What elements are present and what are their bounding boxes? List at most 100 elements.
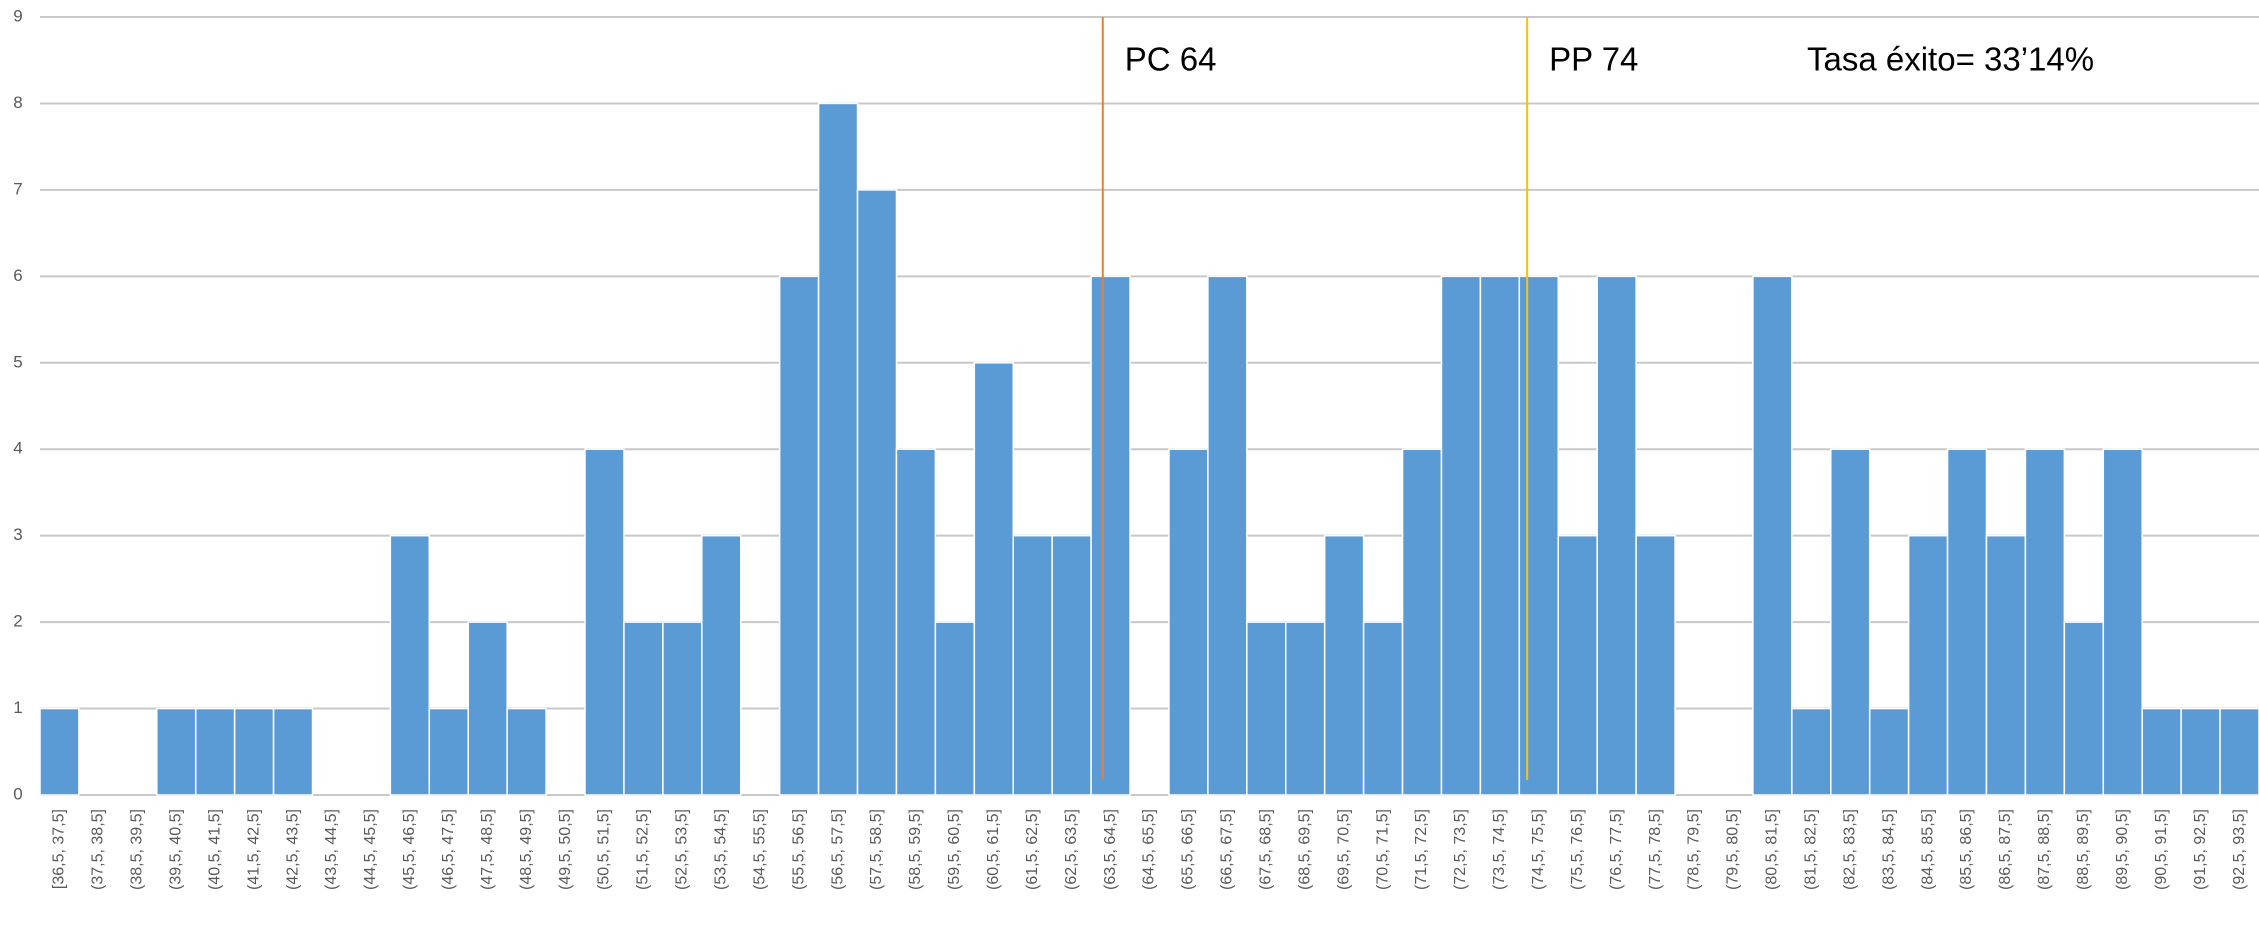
- bar: [584, 448, 625, 796]
- y-tick-label: 2: [13, 612, 22, 631]
- x-tick-label: (91,5, 92,5]: [2192, 809, 2209, 890]
- bar: [1635, 534, 1676, 796]
- bar: [428, 707, 469, 796]
- x-tick-label: (53,5, 54,5]: [712, 809, 729, 890]
- x-tick-label: (66,5, 67,5]: [1219, 809, 1236, 890]
- x-tick-label: (64,5, 65,5]: [1141, 809, 1158, 890]
- y-tick-label: 0: [13, 784, 22, 803]
- bar: [467, 621, 508, 796]
- x-tick-label: [36,5, 37,5]: [51, 809, 68, 889]
- x-tick-label: (49,5, 50,5]: [557, 809, 574, 890]
- x-tick-label: (81,5, 82,5]: [1803, 809, 1820, 890]
- bar: [2063, 621, 2105, 796]
- x-tick-label: (51,5, 52,5]: [635, 809, 652, 890]
- bar: [856, 189, 898, 796]
- y-tick-label: 6: [13, 266, 22, 285]
- x-tick-label: (78,5, 79,5]: [1686, 809, 1703, 890]
- x-tick-label: (65,5, 66,5]: [1180, 809, 1197, 890]
- bar: [1012, 534, 1053, 796]
- x-tick-label: (87,5, 88,5]: [2036, 809, 2053, 890]
- marker-label: PP 74: [1549, 41, 1638, 78]
- bar: [156, 707, 197, 796]
- x-tick-label: (74,5, 75,5]: [1530, 809, 1547, 890]
- x-tick-label: (40,5, 41,5]: [206, 809, 223, 890]
- x-tick-label: (61,5, 62,5]: [1024, 809, 1041, 890]
- bar: [973, 362, 1014, 796]
- bar: [1830, 448, 1871, 796]
- bar: [1791, 707, 1832, 796]
- x-tick-label: (44,5, 45,5]: [362, 809, 379, 890]
- y-tick-label: 3: [13, 525, 22, 544]
- bar: [2024, 448, 2066, 796]
- x-tick-label: (55,5, 56,5]: [790, 809, 807, 890]
- bar: [1051, 534, 1092, 796]
- x-tick-label: (85,5, 86,5]: [1958, 809, 1975, 890]
- marker-label: PC 64: [1125, 41, 1217, 78]
- bar: [895, 448, 937, 796]
- x-tick-label: (50,5, 51,5]: [596, 809, 613, 890]
- x-tick-label: (84,5, 85,5]: [1919, 809, 1936, 890]
- x-tick-label: (54,5, 55,5]: [751, 809, 768, 890]
- y-tick-label: 5: [13, 352, 22, 371]
- x-tick-label: (82,5, 83,5]: [1841, 809, 1858, 890]
- bar: [1557, 534, 1598, 796]
- bar: [1479, 275, 1521, 796]
- bar: [1401, 448, 1443, 796]
- annotation: Tasa éxito= 33’14%: [1807, 41, 2094, 78]
- x-tick-label: (80,5, 81,5]: [1764, 809, 1781, 890]
- x-tick-label: (46,5, 47,5]: [440, 809, 457, 890]
- x-tick-label: (68,5, 69,5]: [1296, 809, 1313, 890]
- x-tick-label: (48,5, 49,5]: [518, 809, 535, 890]
- x-tick-label: (39,5, 40,5]: [167, 809, 184, 890]
- bar: [1323, 534, 1365, 796]
- y-tick-label: 8: [13, 93, 22, 112]
- bar: [2219, 707, 2259, 796]
- x-tick-label: (45,5, 46,5]: [401, 809, 418, 890]
- x-tick-label: (42,5, 43,5]: [284, 809, 301, 890]
- y-tick-label: 7: [13, 179, 22, 198]
- bar: [1907, 534, 1949, 796]
- bar: [817, 102, 859, 796]
- x-tick-label: (92,5, 93,5]: [2231, 809, 2248, 890]
- x-tick-label: (37,5, 38,5]: [90, 809, 107, 890]
- x-tick-label: (83,5, 84,5]: [1880, 809, 1897, 890]
- bar: [1246, 621, 1287, 796]
- bar: [233, 707, 275, 796]
- y-tick-label: 9: [13, 6, 22, 25]
- bar: [39, 707, 80, 796]
- bar: [272, 707, 314, 796]
- bar: [2141, 707, 2182, 796]
- y-tick-label: 1: [13, 698, 22, 717]
- bar: [1362, 621, 1404, 796]
- bar: [2102, 448, 2143, 796]
- bar: [623, 621, 664, 796]
- x-tick-label: (71,5, 72,5]: [1413, 809, 1430, 890]
- bar: [934, 621, 976, 796]
- x-tick-label: (77,5, 78,5]: [1647, 809, 1664, 890]
- x-tick-label: (43,5, 44,5]: [323, 809, 340, 890]
- x-tick-label: (38,5, 39,5]: [129, 809, 146, 890]
- x-tick-label: (63,5, 64,5]: [1102, 809, 1119, 890]
- x-tick-label: (59,5, 60,5]: [946, 809, 963, 890]
- x-tick-label: (90,5, 91,5]: [2153, 809, 2170, 890]
- x-tick-label: (47,5, 48,5]: [479, 809, 496, 890]
- bar: [1596, 275, 1637, 796]
- x-tick-label: (88,5, 89,5]: [2075, 809, 2092, 890]
- bar: [389, 534, 431, 796]
- bar: [1752, 275, 1793, 796]
- x-tick-label: (57,5, 58,5]: [868, 809, 885, 890]
- x-tick-label: (72,5, 73,5]: [1452, 809, 1469, 890]
- bar: [1946, 448, 1988, 796]
- bar: [1985, 534, 2027, 796]
- x-tick-label: (67,5, 68,5]: [1258, 809, 1275, 890]
- y-tick-label: 4: [13, 439, 22, 458]
- x-tick-label: (60,5, 61,5]: [985, 809, 1002, 890]
- bar: [1518, 275, 1560, 796]
- bar: [1440, 275, 1482, 796]
- bar: [1090, 275, 1131, 796]
- x-tick-label: (62,5, 63,5]: [1063, 809, 1080, 890]
- bar: [778, 275, 820, 796]
- bar: [701, 534, 742, 796]
- x-tick-label: (76,5, 77,5]: [1608, 809, 1625, 890]
- bar: [1207, 275, 1248, 796]
